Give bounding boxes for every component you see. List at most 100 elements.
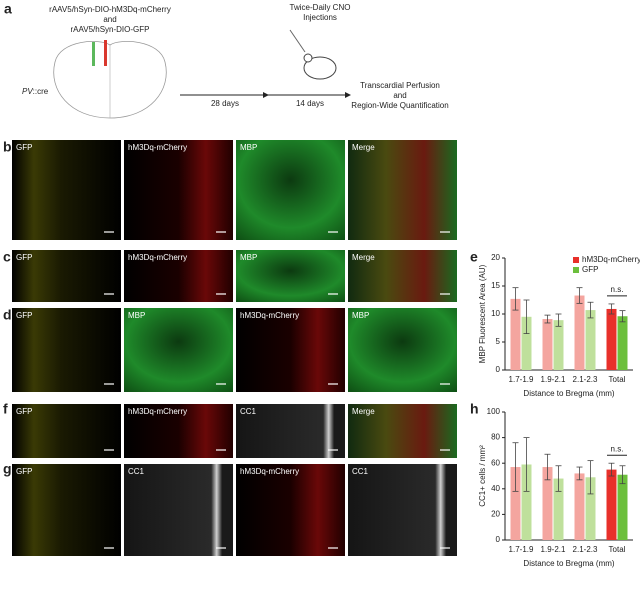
schematic-label: and [393, 91, 406, 100]
schematic-label: Twice-Daily CNO [290, 3, 351, 12]
legend-swatch [573, 267, 579, 273]
panel-letter: g [3, 461, 12, 477]
micrograph-label: CC1 [240, 407, 257, 416]
micrograph [124, 140, 233, 240]
x-tick-label: 1.9-2.1 [541, 545, 566, 554]
micrograph [12, 404, 121, 458]
bar [606, 308, 617, 370]
x-tick-label: Total [609, 375, 626, 384]
panel-letter: c [3, 249, 11, 265]
x-tick-label: Total [609, 545, 626, 554]
micrograph-label: GFP [16, 143, 32, 152]
schematic-label: rAAV5/hSyn-DIO-GFP [71, 25, 150, 34]
micrograph-label: hM3Dq-mCherry [128, 143, 187, 152]
micrograph-label: hM3Dq-mCherry [128, 253, 187, 262]
syringe [289, 29, 306, 53]
micrograph [124, 308, 233, 392]
annotation: n.s. [611, 444, 624, 453]
panel-letter: h [470, 401, 479, 417]
micrograph-label: MBP [240, 143, 257, 152]
schematic-label: and [103, 15, 116, 24]
panel-letter: d [3, 307, 12, 323]
y-tick-label: 0 [496, 535, 501, 544]
legend-label: GFP [582, 265, 598, 274]
x-tick-label: 1.7-1.9 [509, 375, 534, 384]
micrograph-label: MBP [128, 311, 145, 320]
bar [521, 316, 532, 370]
bar [510, 298, 521, 370]
schematic-label: Transcardial Perfusion [360, 81, 440, 90]
micrograph [12, 308, 121, 392]
micrograph-label: CC1 [352, 467, 369, 476]
panel-letter: a [4, 1, 12, 17]
y-tick-label: 40 [491, 484, 500, 493]
micrograph-label: GFP [16, 253, 32, 262]
micrograph-label: GFP [16, 311, 32, 320]
micrograph [236, 308, 345, 392]
micrograph [348, 464, 457, 556]
y-tick-label: 0 [496, 365, 501, 374]
mouse [303, 56, 337, 80]
bar [542, 467, 553, 540]
legend-label: hM3Dq-mCherry [582, 255, 640, 264]
bar [617, 474, 628, 540]
bar [606, 469, 617, 540]
legend-swatch [573, 257, 579, 263]
micrograph [12, 250, 121, 302]
bar [553, 320, 564, 370]
x-axis-label: Distance to Bregma (mm) [523, 389, 614, 398]
micrograph [348, 250, 457, 302]
x-tick-label: 2.1-2.3 [573, 545, 598, 554]
schematic-label: PV::cre [22, 87, 49, 96]
mouse-line: ::cre [33, 87, 49, 96]
schematic-label: Injections [303, 13, 337, 22]
y-tick-label: 5 [496, 337, 501, 346]
micrograph-label: hM3Dq-mCherry [240, 467, 299, 476]
mouse-ear [303, 53, 313, 63]
x-tick-label: 1.9-2.1 [541, 375, 566, 384]
injection-gfp [92, 42, 95, 66]
micrograph-label: Merge [352, 143, 375, 152]
x-tick-label: 1.7-1.9 [509, 545, 534, 554]
panel-letter: b [3, 139, 12, 155]
micrograph [348, 140, 457, 240]
injection-mcherry [104, 40, 107, 66]
micrograph [124, 404, 233, 458]
y-axis-label: CC1+ cells / mm² [478, 445, 487, 507]
micrograph-label: Merge [352, 253, 375, 262]
micrograph [236, 140, 345, 240]
schematic [53, 29, 351, 119]
panel-letter: f [3, 401, 8, 417]
micrograph-label: hM3Dq-mCherry [240, 311, 299, 320]
bar [510, 467, 521, 540]
micrograph [236, 404, 345, 458]
x-tick-label: 2.1-2.3 [573, 375, 598, 384]
bar [521, 464, 532, 540]
y-tick-label: 100 [487, 407, 501, 416]
micrograph-label: CC1 [128, 467, 145, 476]
bar [617, 316, 628, 370]
annotation: n.s. [611, 285, 624, 294]
micrograph-label: MBP [352, 311, 369, 320]
micrograph [348, 404, 457, 458]
y-tick-label: 60 [491, 458, 500, 467]
bar [585, 310, 596, 370]
micrograph-label: hM3Dq-mCherry [128, 407, 187, 416]
schematic-label: rAAV5/hSyn-DIO-hM3Dq-mCherry [49, 5, 171, 14]
y-tick-label: 20 [491, 510, 500, 519]
bar [542, 319, 553, 370]
micrograph-label: GFP [16, 407, 32, 416]
micrograph-label: MBP [240, 253, 257, 262]
bar [585, 477, 596, 540]
mouse-line: PV [22, 87, 33, 96]
x-axis-label: Distance to Bregma (mm) [523, 559, 614, 568]
micrograph [124, 464, 233, 556]
micrograph-label: GFP [16, 467, 32, 476]
micrograph [12, 464, 121, 556]
bar [574, 295, 585, 370]
y-tick-label: 20 [491, 253, 500, 262]
schematic-label: Region-Wide Quantification [351, 101, 448, 110]
micrograph [12, 140, 121, 240]
y-tick-label: 10 [491, 309, 500, 318]
